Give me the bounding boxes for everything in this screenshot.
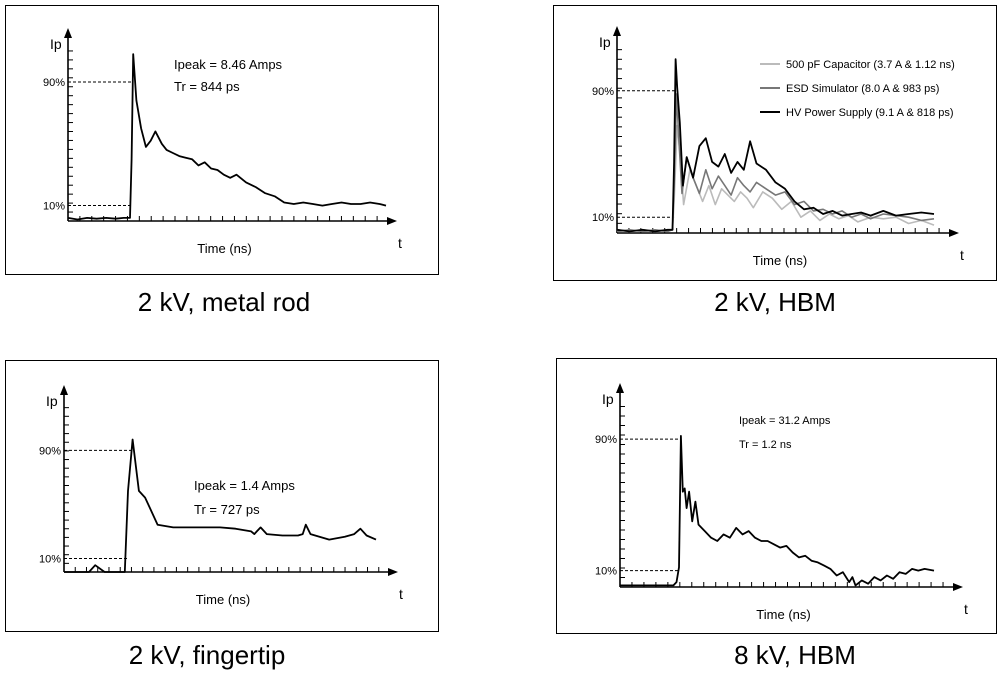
reference-label-90pct: 90% <box>595 434 617 446</box>
legend-label-0: 500 pF Capacitor (3.7 A & 1.12 ns) <box>786 59 955 71</box>
x-axis-label: Time (ns) <box>756 607 810 622</box>
annotation-0: Ipeak = 1.4 Amps <box>194 478 295 493</box>
caption-hbm-2kv: 2 kV, HBM <box>714 287 836 317</box>
y-axis-arrowhead <box>613 26 621 36</box>
reference-label-10pct: 10% <box>592 212 614 224</box>
x-axis-label: Time (ns) <box>197 241 251 256</box>
x-axis-end-label: t <box>398 235 402 251</box>
y-axis-label: Ip <box>602 391 614 407</box>
y-axis-label: Ip <box>46 393 58 409</box>
chart-frame: Ip Time (ns) t 90% 10% Ipeak = 1.4 Amps Tr = 7… <box>5 360 439 632</box>
x-axis-end-label: t <box>964 601 968 617</box>
series-line-0 <box>616 124 935 233</box>
y-axis-label: Ip <box>599 34 611 50</box>
y-axis-arrowhead <box>60 385 68 395</box>
reference-label-10pct: 10% <box>43 201 65 213</box>
reference-label-90pct: 90% <box>39 445 61 457</box>
chart-frame: Ip Time (ns) t 90% 10% Ipeak = 31.2 Amps Tr = … <box>556 358 997 634</box>
chart-frame: Ip Time (ns) t 90% 10% 500 pF Capacitor (3.7 … <box>553 5 997 281</box>
series-line-0 <box>64 438 377 573</box>
caption-metal-rod: 2 kV, metal rod <box>137 287 311 317</box>
x-axis-label: Time (ns) <box>753 253 807 268</box>
series-line-0 <box>67 53 387 221</box>
x-axis-label: Time (ns) <box>196 592 250 607</box>
x-axis-end-label: t <box>399 586 403 602</box>
annotation-1: Tr = 844 ps <box>174 79 240 94</box>
x-axis-arrowhead <box>949 229 959 237</box>
series-line-0 <box>620 435 935 587</box>
legend-label-1: ESD Simulator (8.0 A & 983 ps) <box>786 83 939 95</box>
annotation-0: Ipeak = 8.46 Amps <box>174 57 283 72</box>
caption-fingertip: 2 kV, fingertip <box>128 640 286 670</box>
annotation-1: Tr = 727 ps <box>194 502 260 517</box>
legend-label-2: HV Power Supply (9.1 A & 818 ps) <box>786 107 954 119</box>
chart-frame: Ip Time (ns) t 90% 10% Ipeak = 8.46 Amps Tr = … <box>5 5 439 275</box>
reference-label-10pct: 10% <box>595 566 617 578</box>
annotation-1: Tr = 1.2 ns <box>739 439 792 451</box>
chart-hbm-8kv: Ip Time (ns) t 90% 10% Ipeak = 31.2 Amps Tr = … <box>595 383 968 622</box>
y-axis-arrowhead <box>64 28 72 38</box>
caption-hbm-8kv: 8 kV, HBM <box>734 640 856 670</box>
chart-fingertip: Ip Time (ns) t 90% 10% Ipeak = 1.4 Amps Tr = 7… <box>39 385 403 607</box>
annotation-0: Ipeak = 31.2 Amps <box>739 415 831 427</box>
reference-label-10pct: 10% <box>39 553 61 565</box>
y-axis-label: Ip <box>50 36 62 52</box>
reference-label-90pct: 90% <box>43 77 65 89</box>
x-axis-arrowhead <box>953 583 963 591</box>
x-axis-arrowhead <box>387 217 397 225</box>
reference-label-90pct: 90% <box>592 86 614 98</box>
x-axis-end-label: t <box>960 247 964 263</box>
series-line-2 <box>616 58 935 233</box>
chart-hbm-2kv: Ip Time (ns) t 90% 10% 500 pF Capacitor (3.7 … <box>592 26 964 268</box>
x-axis-arrowhead <box>388 568 398 576</box>
y-axis-arrowhead <box>616 383 624 393</box>
chart-metal-rod: Ip Time (ns) t 90% 10% Ipeak = 8.46 Amps Tr = … <box>43 28 402 256</box>
